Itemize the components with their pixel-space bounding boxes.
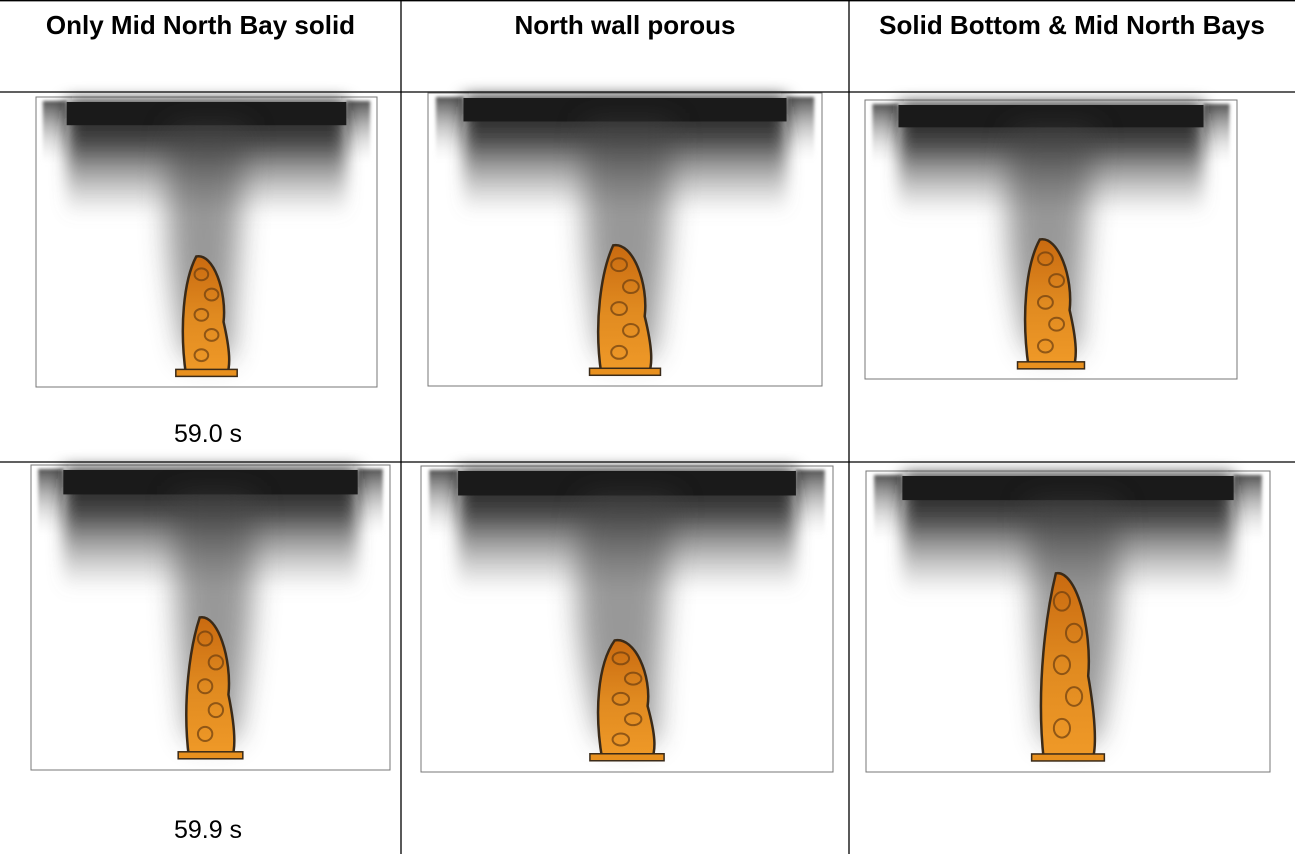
side-wall	[795, 470, 825, 538]
time-label: 59.0 s	[173, 420, 243, 448]
flame-texture	[1052, 591, 1072, 612]
flame-texture	[1052, 654, 1072, 676]
ceiling-layer	[63, 470, 358, 495]
ceiling-layer	[463, 98, 787, 122]
flame	[1023, 238, 1077, 370]
burner-base	[1016, 361, 1086, 370]
flame-texture	[207, 702, 225, 719]
flame-texture	[1052, 717, 1072, 739]
side-wall	[786, 97, 815, 162]
side-wall	[435, 97, 464, 162]
side-wall	[346, 101, 371, 165]
flame-texture	[203, 287, 220, 302]
flame-texture	[196, 725, 214, 742]
header-cell: North wall porous	[401, 4, 849, 46]
flame-texture	[610, 257, 628, 273]
burner-base	[175, 368, 238, 378]
flame-texture	[623, 712, 643, 727]
burner-base	[589, 753, 665, 762]
flame	[596, 244, 653, 376]
flame-texture	[193, 307, 210, 322]
flame-texture	[196, 678, 214, 695]
flame-texture	[622, 279, 640, 295]
header-cell: Solid Bottom & Mid North Bays	[849, 4, 1295, 46]
ceiling-layer	[902, 476, 1234, 501]
flame-texture	[1064, 686, 1084, 707]
header-text: North wall porous	[514, 10, 736, 40]
simulation-image	[35, 96, 378, 388]
side-wall	[1233, 475, 1262, 542]
burner-base	[1030, 753, 1106, 762]
side-wall	[38, 469, 64, 537]
side-wall	[1203, 104, 1230, 166]
flame	[181, 255, 231, 377]
flame-texture	[196, 630, 214, 647]
flame	[185, 616, 236, 760]
side-wall	[42, 101, 67, 165]
side-wall	[872, 104, 899, 166]
flame-texture	[1048, 316, 1066, 332]
ceiling-layer	[458, 471, 796, 496]
flame-texture	[611, 732, 631, 747]
burner-base	[588, 367, 662, 377]
flame-texture	[623, 671, 643, 686]
flame-texture	[1048, 273, 1066, 288]
simulation-image	[864, 99, 1238, 380]
time-label: 59.9 s	[173, 816, 243, 844]
flame-texture	[193, 348, 210, 363]
flame	[596, 639, 656, 762]
header-cell: Only Mid North Bay solid	[0, 4, 401, 46]
flame-texture	[193, 267, 210, 282]
flame-texture	[1036, 251, 1054, 267]
flame-texture	[610, 301, 628, 316]
simulation-image	[427, 92, 823, 387]
side-wall	[874, 475, 903, 542]
header-text: Solid Bottom & Mid North Bays	[879, 10, 1265, 40]
simulation-image	[420, 465, 834, 773]
flame-texture	[1036, 338, 1054, 354]
flame-texture	[611, 651, 631, 666]
side-wall	[357, 469, 383, 537]
flame-texture	[610, 344, 628, 360]
ceiling-layer	[898, 105, 1204, 128]
flame-texture	[611, 691, 631, 706]
header-text: Only Mid North Bay solid	[45, 10, 356, 40]
flame-texture	[207, 654, 225, 671]
flame-texture	[622, 323, 640, 338]
flame-texture	[1036, 294, 1054, 310]
simulation-image	[30, 464, 391, 771]
simulation-image	[865, 470, 1271, 773]
burner-base	[177, 751, 244, 760]
flame-texture	[203, 328, 220, 342]
flame-texture	[1064, 622, 1084, 644]
flame	[1039, 572, 1097, 762]
side-wall	[429, 470, 459, 538]
ceiling-layer	[66, 102, 347, 126]
